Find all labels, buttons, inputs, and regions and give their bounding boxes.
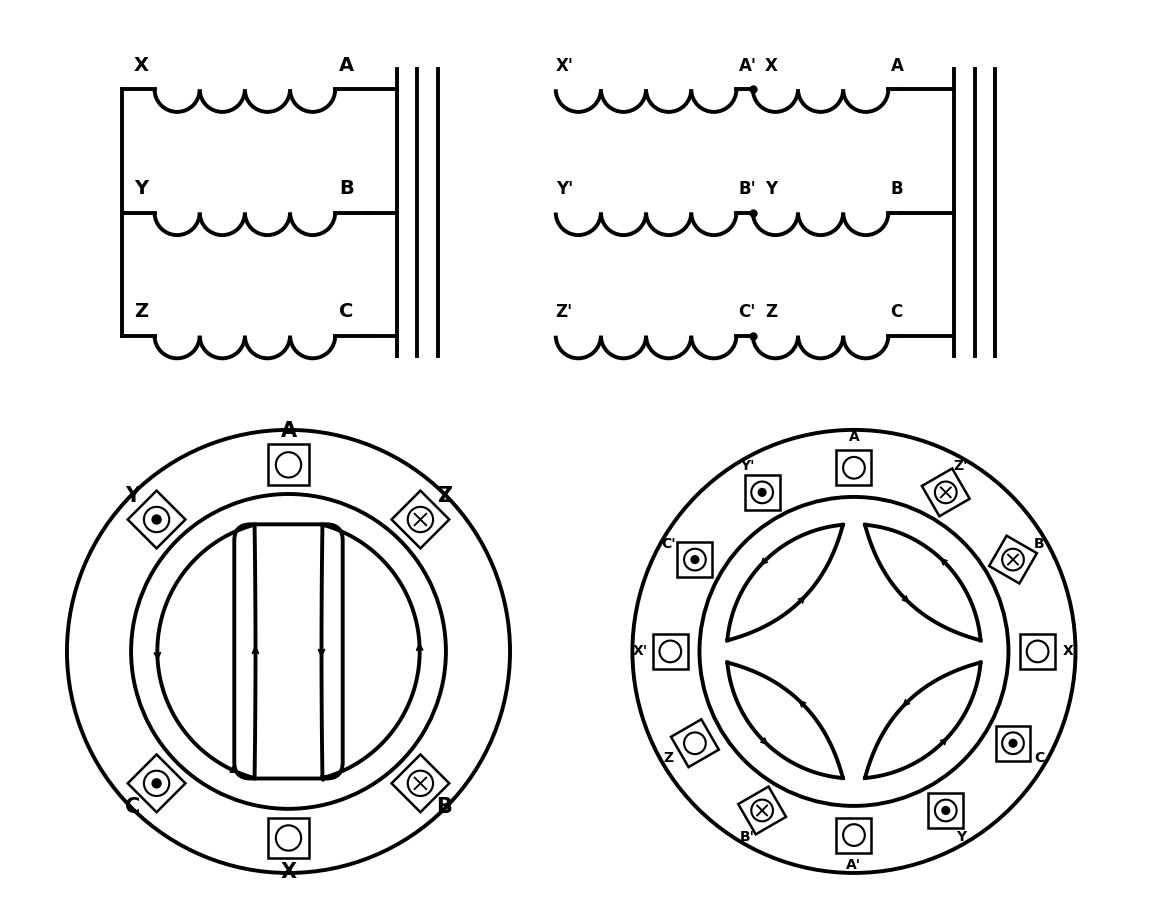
Polygon shape (928, 793, 964, 828)
Circle shape (942, 807, 950, 814)
Circle shape (632, 430, 1076, 873)
Polygon shape (391, 755, 449, 812)
Text: C: C (339, 302, 354, 322)
Circle shape (132, 494, 445, 808)
Circle shape (844, 824, 864, 845)
Circle shape (1027, 640, 1049, 663)
Circle shape (276, 452, 301, 478)
Circle shape (1002, 733, 1024, 754)
Circle shape (152, 779, 162, 788)
Polygon shape (989, 536, 1037, 583)
Text: X: X (280, 862, 297, 881)
Circle shape (935, 481, 957, 504)
Text: Z: Z (134, 302, 149, 322)
Text: Z: Z (436, 486, 452, 505)
Text: A': A' (739, 57, 757, 75)
Circle shape (935, 799, 957, 821)
Polygon shape (268, 818, 309, 858)
Text: C: C (891, 303, 902, 322)
Polygon shape (744, 475, 780, 510)
Circle shape (751, 799, 773, 821)
Polygon shape (837, 450, 871, 485)
Text: A: A (339, 56, 354, 75)
Text: B: B (891, 180, 904, 198)
Text: Y': Y' (740, 459, 755, 473)
Polygon shape (670, 720, 719, 767)
Text: C: C (1034, 751, 1044, 765)
Text: Z: Z (664, 751, 674, 765)
Text: Y: Y (956, 830, 966, 844)
Text: Y: Y (134, 179, 149, 198)
Circle shape (67, 430, 510, 873)
Polygon shape (128, 491, 186, 548)
Polygon shape (391, 491, 449, 548)
Text: X: X (134, 56, 149, 75)
Polygon shape (996, 725, 1031, 760)
Circle shape (407, 507, 433, 532)
Circle shape (144, 507, 170, 532)
Text: B: B (1034, 538, 1044, 552)
Polygon shape (653, 634, 688, 669)
Circle shape (758, 489, 766, 496)
Circle shape (152, 515, 162, 524)
Text: C': C' (661, 538, 676, 552)
Polygon shape (837, 818, 871, 853)
Polygon shape (739, 786, 786, 834)
Text: Z': Z' (556, 303, 574, 322)
Text: Y: Y (765, 180, 778, 198)
Circle shape (751, 481, 773, 504)
Polygon shape (677, 542, 712, 578)
Circle shape (276, 825, 301, 851)
Polygon shape (1020, 634, 1055, 669)
Circle shape (684, 549, 706, 570)
Text: A: A (280, 421, 297, 441)
Text: B': B' (739, 180, 756, 198)
Text: C: C (125, 797, 141, 817)
Text: Y': Y' (556, 180, 574, 198)
Text: Z': Z' (953, 459, 968, 473)
Circle shape (144, 771, 170, 796)
Text: C': C' (739, 303, 756, 322)
Circle shape (691, 555, 699, 564)
Polygon shape (268, 444, 309, 485)
Text: Y: Y (125, 486, 141, 505)
Text: A': A' (846, 858, 862, 872)
Text: A: A (891, 57, 904, 75)
Circle shape (1009, 739, 1017, 748)
Text: Z: Z (765, 303, 778, 322)
Text: B: B (436, 797, 452, 817)
Circle shape (407, 771, 433, 796)
Polygon shape (128, 755, 186, 812)
Text: B': B' (740, 830, 755, 844)
Text: X: X (1063, 644, 1073, 659)
Circle shape (659, 640, 681, 663)
Circle shape (699, 497, 1009, 806)
Circle shape (684, 733, 706, 754)
Text: X': X' (556, 57, 574, 75)
Text: A: A (848, 431, 860, 444)
Text: X: X (765, 57, 778, 75)
Polygon shape (922, 468, 969, 517)
Circle shape (1002, 549, 1024, 570)
FancyBboxPatch shape (234, 524, 343, 779)
Text: B: B (339, 179, 354, 198)
Text: X': X' (632, 644, 647, 659)
Circle shape (844, 457, 864, 479)
